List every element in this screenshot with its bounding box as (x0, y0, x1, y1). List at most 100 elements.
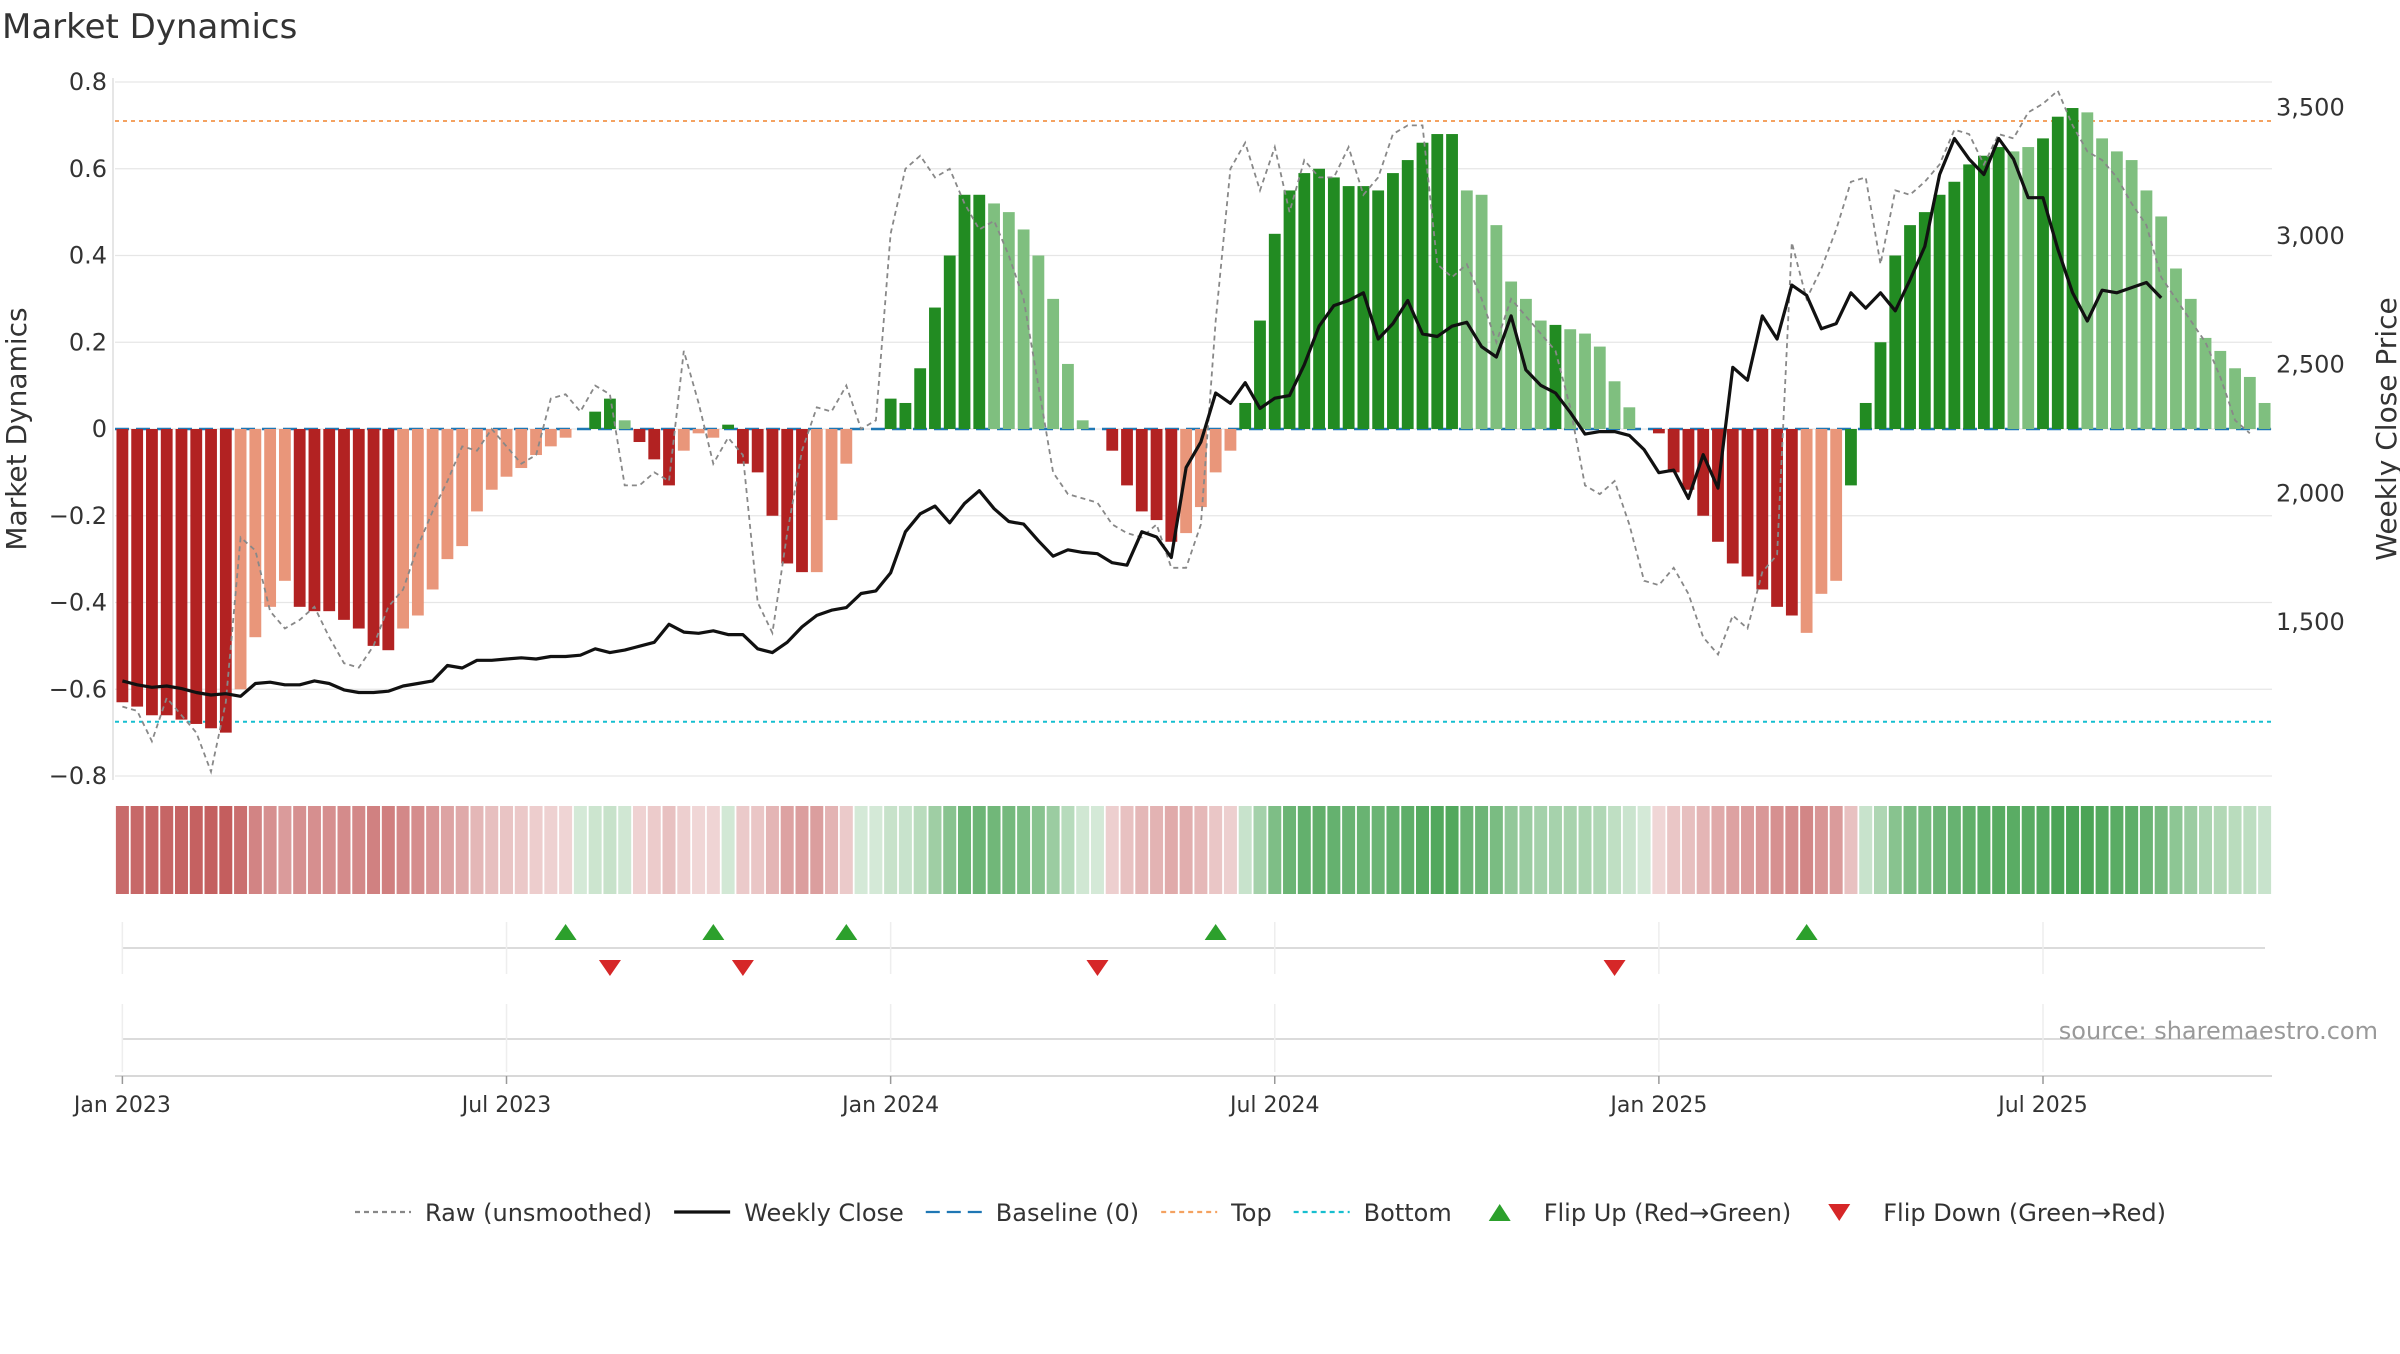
regime-strip-cell (2007, 806, 2020, 894)
regime-strip-cell (1401, 806, 1414, 894)
dynamics-bar (1003, 212, 1015, 429)
dynamics-bar (899, 403, 911, 429)
dynamics-bar (1948, 182, 1960, 429)
legend-item-flip_up[interactable]: Flip Up (Red→Green) (1489, 1199, 1792, 1227)
flip-up-marker (1796, 924, 1818, 940)
regime-strip-cell (692, 806, 705, 894)
dynamics-bar (1047, 299, 1059, 429)
regime-strip-cell (382, 806, 395, 894)
dynamics-bar (589, 412, 601, 429)
regime-strip-cell (470, 806, 483, 894)
regime-strip-cell (1771, 806, 1784, 894)
regime-strip-cell (1076, 806, 1089, 894)
legend-item-bottom[interactable]: Bottom (1294, 1199, 1452, 1227)
close-series (122, 139, 2161, 697)
dynamics-bar (2259, 403, 2271, 429)
regime-strip-cell (190, 806, 203, 894)
dynamics-bar (1815, 429, 1827, 594)
y-tick-label: −0.6 (49, 675, 107, 703)
dynamics-bar (707, 429, 719, 438)
dynamics-bar (279, 429, 291, 581)
flip-markers-panel (122, 922, 2265, 976)
regime-strip-cell (515, 806, 528, 894)
dynamics-bar (988, 203, 1000, 429)
regime-strip-cell (2199, 806, 2212, 894)
regime-strip-cell (1800, 806, 1813, 894)
regime-strip-cell (648, 806, 661, 894)
regime-strip-cell (884, 806, 897, 894)
x-tick-label: Jan 2025 (1608, 1093, 1707, 1118)
dynamics-bar (486, 429, 498, 490)
regime-strip-cell (1549, 806, 1562, 894)
dynamics-bar (1860, 403, 1872, 429)
regime-strip-cell (1741, 806, 1754, 894)
dynamics-bar (1077, 420, 1089, 429)
dynamics-bar (1417, 143, 1429, 429)
regime-strip-cell (1061, 806, 1074, 894)
regime-strip-cell (205, 806, 218, 894)
regime-strip-cell (1593, 806, 1606, 894)
regime-strip-cell (2110, 806, 2123, 894)
dynamics-bar (560, 429, 572, 438)
regime-strip-cell (2096, 806, 2109, 894)
y2-tick-label: 3,000 (2276, 222, 2345, 250)
x-tick-label: Jan 2023 (72, 1093, 171, 1118)
dynamics-bar (368, 429, 380, 646)
regime-strip-cell (781, 806, 794, 894)
regime-strip-cell (1165, 806, 1178, 894)
dynamics-bar (944, 256, 956, 430)
legend-label: Top (1230, 1199, 1272, 1227)
source-note: source: sharemaestro.com (2059, 1017, 2378, 1045)
dynamics-bar (2126, 160, 2138, 429)
regime-strip-cell (707, 806, 720, 894)
legend-item-close[interactable]: Weekly Close (674, 1199, 904, 1227)
dynamics-bar (2096, 138, 2108, 429)
dynamics-bar (1934, 195, 1946, 429)
dynamics-bar (515, 429, 527, 468)
x-tick-label: Jul 2024 (1228, 1093, 1320, 1118)
dynamics-bar (1963, 164, 1975, 429)
dynamics-bar (309, 429, 321, 611)
regime-strip-cell (1386, 806, 1399, 894)
regime-strip-cell (943, 806, 956, 894)
regime-strip-cell (456, 806, 469, 894)
dynamics-bar (1904, 225, 1916, 429)
flip-up-marker (555, 924, 577, 940)
dynamics-bar (190, 429, 202, 724)
y-tick-label: 0.2 (69, 328, 107, 356)
regime-strip-cell (1224, 806, 1237, 894)
regime-strip-cell (825, 806, 838, 894)
regime-strip-cell (914, 806, 927, 894)
dynamics-bar (220, 429, 232, 733)
regime-strip-cell (1490, 806, 1503, 894)
regime-strip-cell (559, 806, 572, 894)
dynamics-bars (116, 108, 2270, 733)
flip-down-marker (732, 960, 754, 976)
regime-strip-cell (2155, 806, 2168, 894)
dynamics-bar (722, 425, 734, 429)
regime-strip-cell (145, 806, 158, 894)
dynamics-bar (1254, 321, 1266, 429)
regime-strip-cell (1815, 806, 1828, 894)
legend-label: Baseline (0) (996, 1199, 1139, 1227)
regime-strip-cell (2258, 806, 2271, 894)
regime-strip-cell (1135, 806, 1148, 894)
dynamics-bar (1535, 321, 1547, 429)
flip-down-marker (1086, 960, 1108, 976)
legend-item-raw[interactable]: Raw (unsmoothed) (355, 1199, 652, 1227)
dynamics-bar (781, 429, 793, 563)
regime-strip-cell (988, 806, 1001, 894)
legend-item-top[interactable]: Top (1161, 1199, 1272, 1227)
dynamics-bar (2037, 138, 2049, 429)
legend-item-flip_down[interactable]: Flip Down (Green→Red) (1828, 1199, 2166, 1227)
legend[interactable]: Raw (unsmoothed) Weekly Close Baseline (0)… (355, 1199, 2166, 1227)
regime-strip-cell (1785, 806, 1798, 894)
regime-strip-cell (840, 806, 853, 894)
regime-strip-cell (308, 806, 321, 894)
regime-strip-cell (293, 806, 306, 894)
legend-item-baseline[interactable]: Baseline (0) (926, 1199, 1139, 1227)
flip-up-marker (702, 924, 724, 940)
regime-strip-cell (175, 806, 188, 894)
dynamics-bar (1550, 325, 1562, 429)
regime-strip-cell (367, 806, 380, 894)
